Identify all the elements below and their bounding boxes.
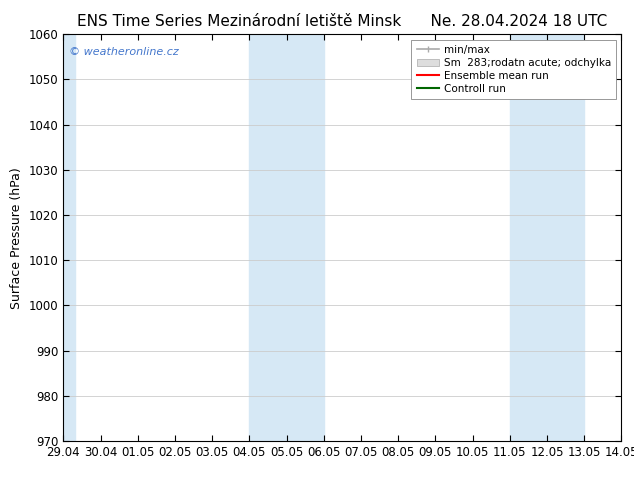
- Bar: [510, 34, 584, 441]
- Legend: min/max, Sm  283;rodatn acute; odchylka, Ensemble mean run, Controll run: min/max, Sm 283;rodatn acute; odchylka, …: [411, 40, 616, 99]
- Text: © weatheronline.cz: © weatheronline.cz: [69, 47, 179, 56]
- Title: ENS Time Series Mezinárodní letiště Minsk      Ne. 28.04.2024 18 UTC: ENS Time Series Mezinárodní letiště Mins…: [77, 14, 607, 29]
- Bar: [249, 34, 324, 441]
- Bar: [52, 34, 75, 441]
- Y-axis label: Surface Pressure (hPa): Surface Pressure (hPa): [10, 167, 23, 309]
